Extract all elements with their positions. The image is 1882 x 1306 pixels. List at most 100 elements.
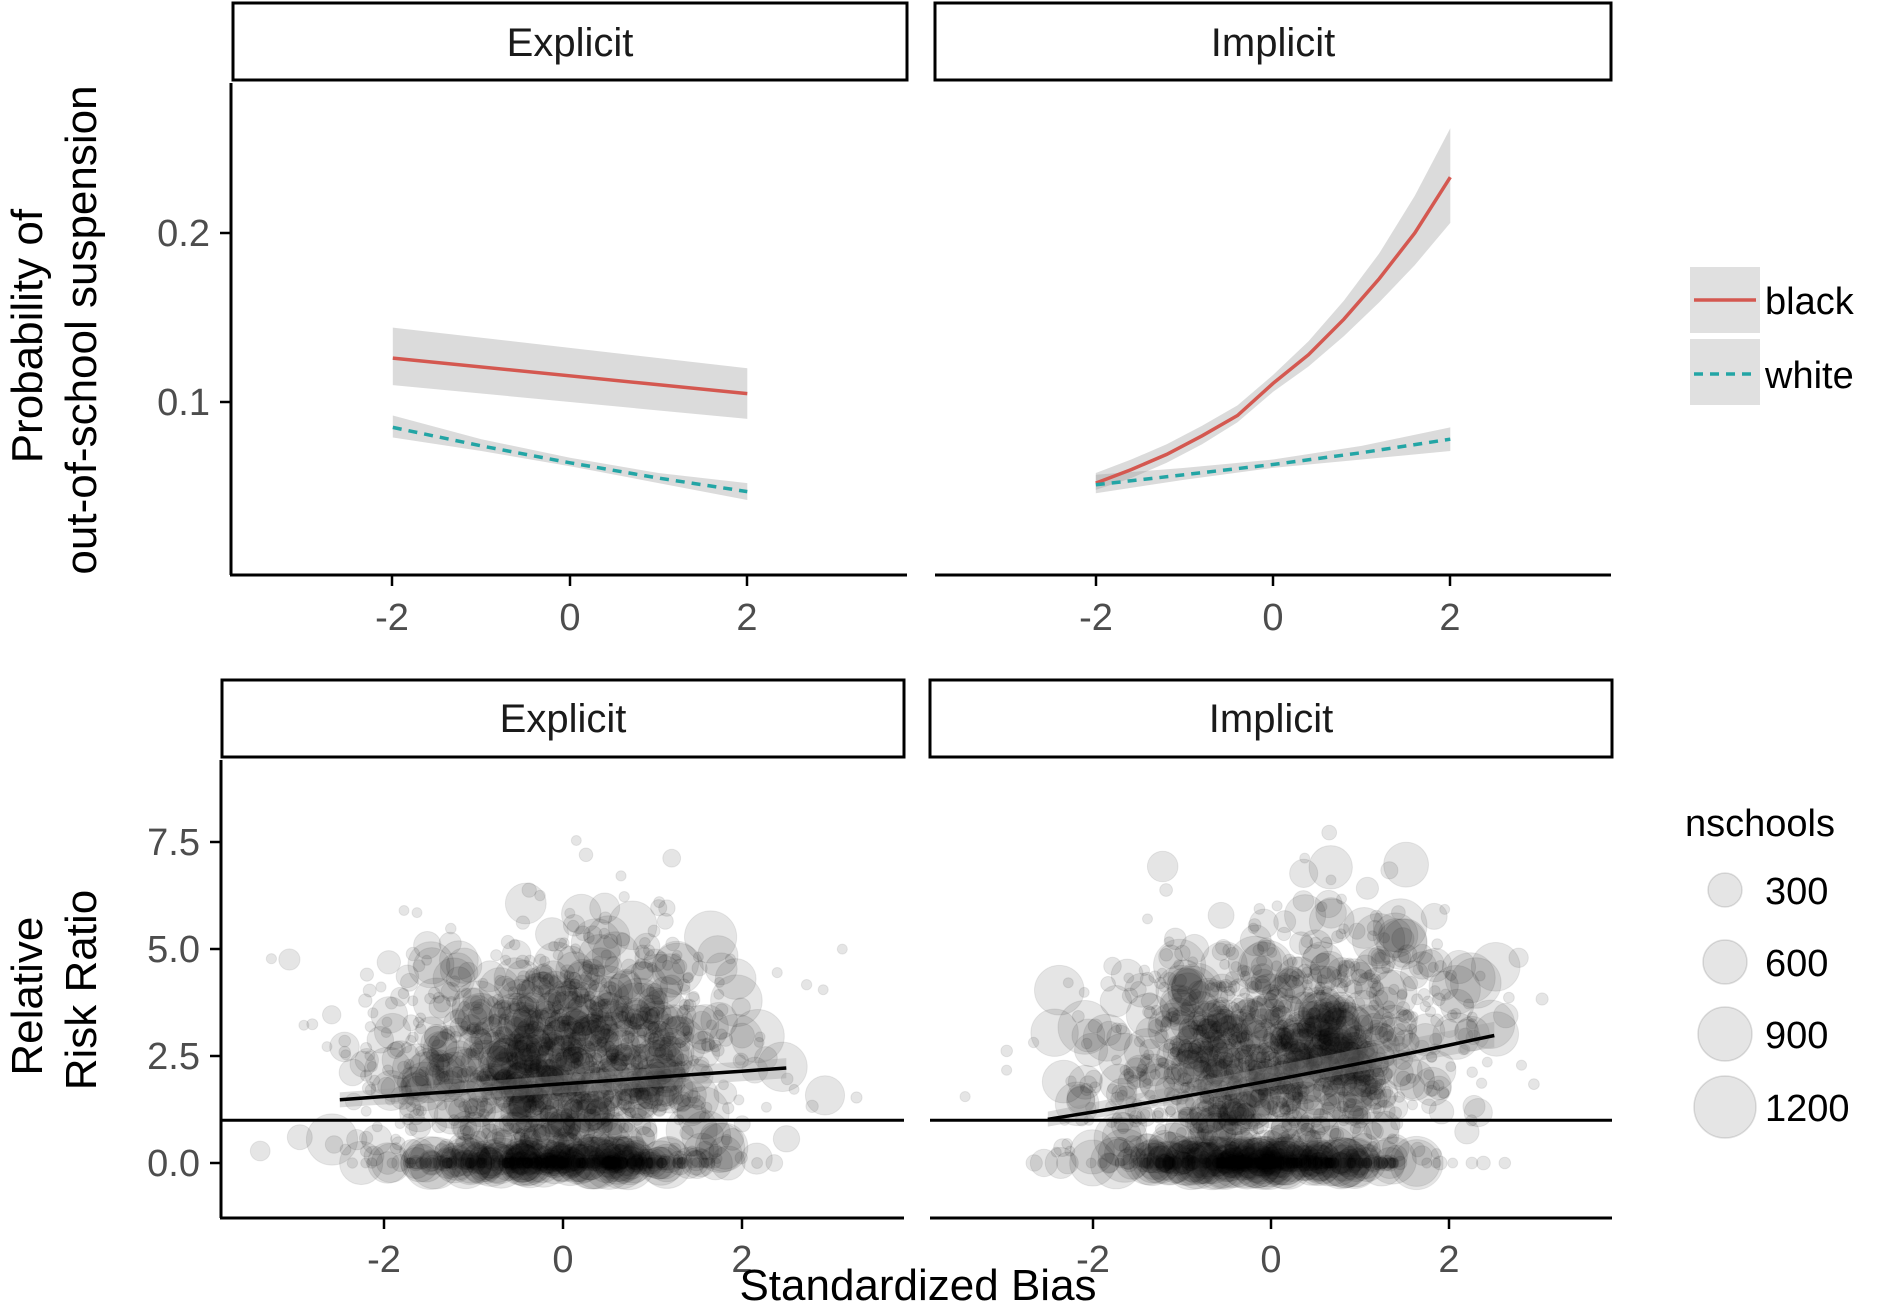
scatter-point	[503, 1157, 515, 1169]
scatter-point	[555, 985, 567, 997]
scatter-point	[364, 1020, 377, 1033]
scatter-point	[555, 1145, 571, 1161]
size-legend-circle-1200	[1693, 1075, 1757, 1139]
scatter-point	[760, 1101, 772, 1113]
scatter-point	[338, 1058, 367, 1087]
scatter-point	[643, 944, 655, 957]
scatter-point	[581, 1028, 593, 1040]
scatter-point	[624, 1012, 636, 1023]
scatter-point	[626, 1153, 646, 1173]
scatter-point	[635, 1084, 661, 1110]
legend-label-white: white	[1764, 355, 1854, 397]
scatter-point	[1367, 977, 1379, 989]
scatter-point	[685, 1149, 708, 1172]
scatter-point	[620, 1037, 634, 1051]
scatter-point	[359, 1145, 373, 1158]
scatter-point	[508, 1002, 521, 1015]
scatter-point	[1153, 1107, 1165, 1119]
scatter-point	[476, 1157, 488, 1169]
scatter-point	[636, 1151, 661, 1175]
scatter-point	[492, 993, 504, 1006]
scatter-point	[551, 1046, 596, 1091]
scatter-point	[494, 1051, 510, 1066]
scatter-point	[628, 1156, 643, 1170]
scatter-point	[558, 937, 570, 949]
scatter-point	[543, 1157, 555, 1169]
scatter-point	[604, 1157, 616, 1169]
scatter-point	[439, 1136, 492, 1190]
scatter-point	[500, 1157, 512, 1169]
scatter-point	[381, 1016, 393, 1028]
scatter-point	[618, 891, 630, 903]
scatter-point	[456, 1067, 472, 1083]
scatter-point	[542, 1151, 566, 1175]
scatter-point	[538, 1157, 550, 1169]
scatter-point	[403, 1137, 436, 1170]
scatter-point	[607, 1140, 652, 1186]
scatter-point	[620, 997, 651, 1027]
scatter-point	[1411, 993, 1424, 1006]
scatter-point	[715, 1028, 728, 1041]
scatter-point	[529, 1062, 541, 1074]
scatter-point	[545, 1157, 558, 1169]
scatter-point	[555, 951, 594, 990]
scatter-point	[710, 1145, 746, 1181]
scatter-point	[1164, 1105, 1176, 1118]
scatter-point	[552, 1065, 564, 1078]
scatter-point	[629, 1087, 652, 1110]
bottom-y-axis-title-line2: Risk Ratio	[57, 890, 106, 1091]
scatter-point	[557, 945, 586, 974]
scatter-point	[646, 1035, 693, 1083]
scatter-point	[467, 1105, 479, 1117]
scatter-point	[605, 1054, 617, 1066]
scatter-point	[428, 1061, 440, 1073]
scatter-point	[544, 1036, 556, 1049]
scatter-point	[1528, 1078, 1540, 1091]
scatter-point	[650, 1099, 668, 1117]
scatter-point	[521, 882, 537, 898]
scatter-point	[672, 1154, 684, 1166]
scatter-point	[358, 993, 373, 1008]
scatter-point	[586, 998, 632, 1043]
scatter-point	[564, 1146, 578, 1159]
scatter-point	[1143, 1006, 1158, 1020]
scatter-point	[693, 1056, 710, 1073]
scatter-point	[643, 997, 656, 1011]
scatter-point	[477, 1040, 519, 1081]
scatter-point	[632, 958, 655, 981]
scatter-point	[470, 1151, 495, 1175]
scatter-point	[597, 991, 620, 1014]
scatter-point	[527, 1020, 540, 1034]
scatter-point	[473, 1025, 484, 1036]
scatter-point	[571, 1048, 583, 1060]
scatter-point	[691, 1157, 703, 1169]
scatter-point	[1096, 1020, 1122, 1047]
scatter-point	[462, 987, 486, 1011]
scatter-point	[560, 994, 613, 1047]
scatter-point	[616, 1150, 628, 1162]
scatter-point	[653, 1044, 674, 1064]
scatter-point	[428, 1065, 441, 1078]
top-strip-implicit	[933, 1, 1613, 82]
scatter-point	[625, 1135, 647, 1157]
ci-band-white	[392, 415, 748, 500]
scatter-point	[601, 1154, 618, 1172]
scatter-point	[531, 985, 545, 998]
scatter-point	[612, 1090, 633, 1111]
scatter-point	[632, 932, 661, 961]
top-y-axis-title-line1: Probability of	[3, 208, 52, 463]
scatter-point	[557, 1013, 571, 1027]
scatter-point	[494, 974, 506, 987]
scatter-point	[520, 1074, 532, 1085]
scatter-point	[1402, 975, 1419, 992]
scatter-point	[1503, 991, 1515, 1004]
scatter-point	[510, 1007, 540, 1036]
scatter-point	[706, 1019, 717, 1031]
scatter-point	[1475, 1077, 1488, 1089]
scatter-point	[404, 1157, 417, 1169]
series-line-white	[1095, 437, 1451, 487]
top-strip-explicit	[231, 1, 909, 82]
scatter-point	[1124, 972, 1160, 1008]
scatter-point	[480, 1146, 492, 1157]
scatter-point	[513, 974, 531, 992]
